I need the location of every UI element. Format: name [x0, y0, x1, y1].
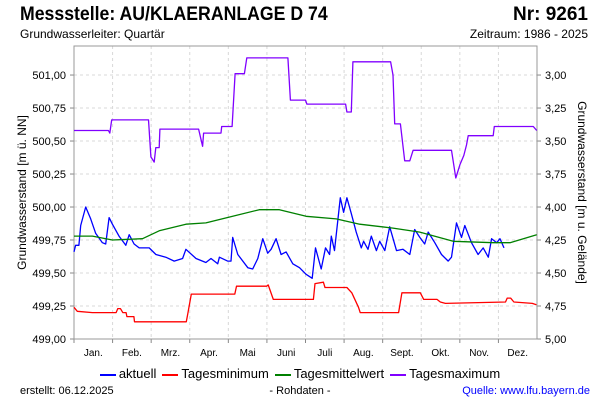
y-axis-label: Grundwasserstand [m ü. NN]: [15, 115, 29, 270]
month-label: Feb.: [122, 348, 142, 359]
station-number: Nr: 9261: [513, 4, 588, 25]
month-label: Mrz.: [161, 348, 180, 359]
legend-label: Tagesminimum: [181, 366, 269, 381]
series-line-tagesmittelwert: [74, 209, 537, 244]
y-tick-label: 499,75: [32, 235, 66, 247]
y-tick-label: 499,00: [32, 334, 66, 346]
series-line-tagesmaximum: [74, 57, 538, 179]
y-tick-label: 501,00: [32, 70, 66, 82]
month-label: Okt.: [431, 348, 449, 359]
month-label: Mai: [240, 348, 256, 359]
y-tick-label: 500,50: [32, 136, 66, 148]
month-label: Nov.: [469, 348, 489, 359]
created-date: erstellt: 06.12.2025: [20, 385, 114, 397]
series-line-tagesminimum: [73, 281, 537, 323]
legend-item: Tagesminimum: [162, 366, 269, 381]
aquifer-label: Grundwasserleiter: Quartär: [20, 27, 165, 41]
raw-data-note: - Rohdaten -: [269, 385, 331, 397]
y-tick-label-right: 3,00: [545, 70, 566, 82]
legend-swatch: [162, 373, 179, 376]
month-label: Juni: [277, 348, 295, 359]
y-tick-label: 500,75: [32, 103, 66, 115]
legend-label: Tagesmittelwert: [293, 366, 385, 381]
y-tick-label: 499,50: [32, 268, 66, 280]
y-tick-label: 500,25: [32, 169, 66, 181]
legend: aktuell Tagesminimum Tagesmittelwert Tagesm…: [0, 366, 600, 381]
plot-frame: [73, 45, 538, 340]
legend-label: aktuell: [118, 366, 157, 381]
period-label: Zeitraum: 1986 - 2025: [469, 27, 588, 41]
y-tick-label: 500,00: [32, 202, 66, 214]
y-tick-label-right: 3,75: [545, 169, 566, 181]
month-label: Juli: [317, 348, 332, 359]
month-label: Dez.: [507, 348, 528, 359]
y-tick-label-right: 5,00: [545, 334, 566, 346]
legend-item: Tagesmaximum: [390, 366, 500, 381]
y-tick-label-right: 4,25: [545, 235, 566, 247]
legend-swatch: [99, 373, 116, 376]
series-line-aktuell: [73, 197, 505, 279]
y-axis-label-right: Grundwasserstand [m u. Gelände]: [575, 101, 589, 284]
y-tick-label-right: 3,25: [545, 103, 566, 115]
y-tick-label-right: 4,00: [545, 202, 566, 214]
legend-swatch: [390, 373, 407, 376]
y-tick-label-right: 4,75: [545, 301, 566, 313]
month-label: Jan.: [84, 348, 103, 359]
y-tick-label-right: 3,50: [545, 136, 566, 148]
source-link[interactable]: Quelle: www.lfu.bayern.de: [462, 385, 590, 397]
y-tick-label: 499,25: [32, 301, 66, 313]
month-label: Aug.: [353, 348, 374, 359]
y-tick-label-right: 4,50: [545, 268, 566, 280]
station-title: Messstelle: AU/KLAERANLAGE D 74: [20, 4, 328, 25]
legend-swatch: [274, 373, 291, 376]
month-label: Apr.: [200, 348, 218, 359]
legend-item: Tagesmittelwert: [274, 366, 385, 381]
legend-label: Tagesmaximum: [409, 366, 501, 381]
legend-item: aktuell: [99, 366, 157, 381]
month-label: Sept.: [390, 348, 413, 359]
